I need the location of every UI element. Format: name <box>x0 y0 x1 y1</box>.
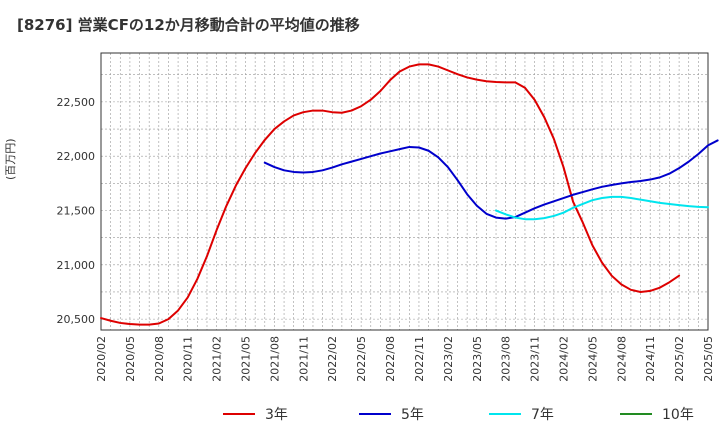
x-tick-label: 2021/02 <box>211 336 224 382</box>
x-tick-label: 2024/02 <box>557 336 570 382</box>
x-tick-label: 2023/08 <box>500 336 513 382</box>
chart-title: [8276] 営業CFの12か月移動合計の平均値の推移 <box>17 16 360 34</box>
x-tick-label: 2021/08 <box>268 336 281 382</box>
x-tick-label: 2022/05 <box>355 336 368 382</box>
legend: 3年 5年 7年 10年 <box>223 407 694 423</box>
x-tick-label: 2024/11 <box>644 336 657 382</box>
legend-label: 3年 <box>265 407 288 423</box>
x-tick-label: 2024/08 <box>615 336 628 382</box>
legend-label: 10年 <box>662 407 694 423</box>
x-tick-label: 2020/08 <box>153 336 166 382</box>
x-tick-label: 2022/08 <box>384 336 397 382</box>
x-tick-label: 2023/11 <box>529 336 542 382</box>
legend-label: 5年 <box>401 407 424 423</box>
x-tick-label: 2020/02 <box>95 336 108 382</box>
x-tick-label: 2023/02 <box>442 336 455 382</box>
y-tick-label: 21,500 <box>57 205 96 218</box>
y-tick-label: 22,500 <box>57 96 96 109</box>
x-tick-label: 2020/05 <box>124 336 137 382</box>
series-line <box>263 139 719 220</box>
grid-lines <box>101 53 708 330</box>
x-tick-label: 2023/05 <box>471 336 484 382</box>
y-tick-label: 22,000 <box>57 150 96 163</box>
x-tick-label: 2020/11 <box>182 336 195 382</box>
x-tick-label: 2022/02 <box>326 336 339 382</box>
x-tick-label: 2021/11 <box>297 336 310 382</box>
x-tick-label: 2024/05 <box>586 336 599 382</box>
x-tick-label: 2025/02 <box>673 336 686 382</box>
x-tick-label: 2025/05 <box>702 336 715 382</box>
y-tick-label: 21,000 <box>57 259 96 272</box>
series-lines <box>100 63 719 326</box>
axes: 20,500 21,000 21,500 22,000 22,500 2020/02 202… <box>57 52 715 382</box>
x-tick-label: 2022/11 <box>413 336 426 382</box>
plot-frame <box>100 52 709 331</box>
y-tick-label: 20,500 <box>57 313 96 326</box>
legend-label: 7年 <box>531 407 554 423</box>
x-tick-label: 2021/05 <box>240 336 253 382</box>
series-line <box>495 195 709 221</box>
series-line <box>100 63 681 326</box>
